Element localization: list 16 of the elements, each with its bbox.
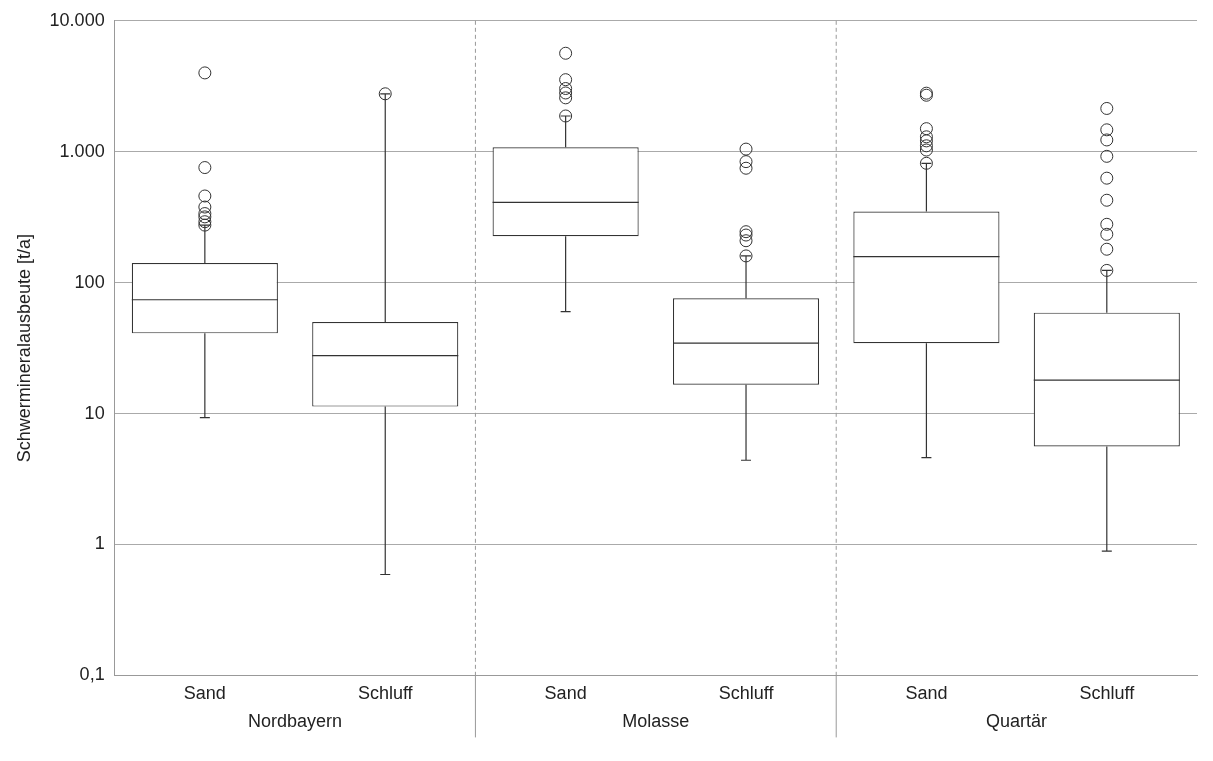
- x-tick-label: Sand: [544, 683, 587, 704]
- y-tick-label: 100: [74, 271, 105, 292]
- x-tick-label: Schluff: [718, 683, 775, 704]
- y-axis-title: Schwermineralausbeute [t/a]: [13, 234, 34, 463]
- y-tick-label: 10: [84, 402, 105, 423]
- y-tick-label: 1: [94, 533, 105, 554]
- x-tick-label: Sand: [183, 683, 226, 704]
- text: Quartär: [986, 711, 1048, 732]
- text: Molasse: [622, 711, 690, 732]
- x-tick-label: Schluff: [357, 683, 414, 704]
- y-tick-label: 10.000: [49, 9, 105, 30]
- y-tick-label: 0,1: [79, 664, 105, 685]
- text: Nordbayern: [248, 711, 343, 732]
- x-tick-label: Schluff: [1079, 683, 1136, 704]
- y-tick-label: 1.000: [59, 140, 105, 161]
- x-tick-label: Sand: [905, 683, 948, 704]
